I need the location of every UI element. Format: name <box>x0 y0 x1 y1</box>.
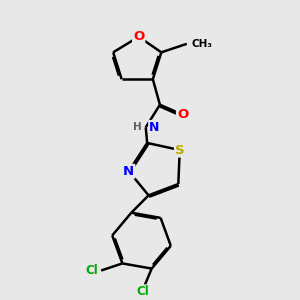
Text: Cl: Cl <box>137 285 150 298</box>
Text: O: O <box>133 30 144 43</box>
Text: Cl: Cl <box>85 264 98 277</box>
Text: N: N <box>149 121 160 134</box>
Text: H: H <box>133 122 142 132</box>
Text: S: S <box>175 143 184 157</box>
Text: N: N <box>123 165 134 178</box>
Text: O: O <box>177 108 188 121</box>
Text: CH₃: CH₃ <box>191 39 212 49</box>
